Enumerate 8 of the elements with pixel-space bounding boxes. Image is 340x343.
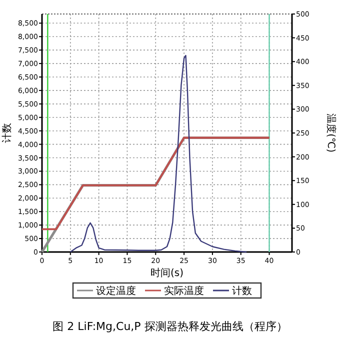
legend-label: 设定温度 — [96, 285, 136, 297]
y-axis-title: 计数 — [1, 123, 13, 143]
legend-label: 计数 — [232, 285, 252, 297]
legend-label: 实际温度 — [164, 285, 204, 297]
line-series — [70, 54, 248, 253]
text: 图 2 LiF:Mg,Cu,P 探测器热释发光曲线（程序） — [52, 320, 288, 333]
y2-axis-title: 温度(℃) — [325, 113, 337, 153]
x-axis-title: 时间(s) — [150, 267, 184, 279]
